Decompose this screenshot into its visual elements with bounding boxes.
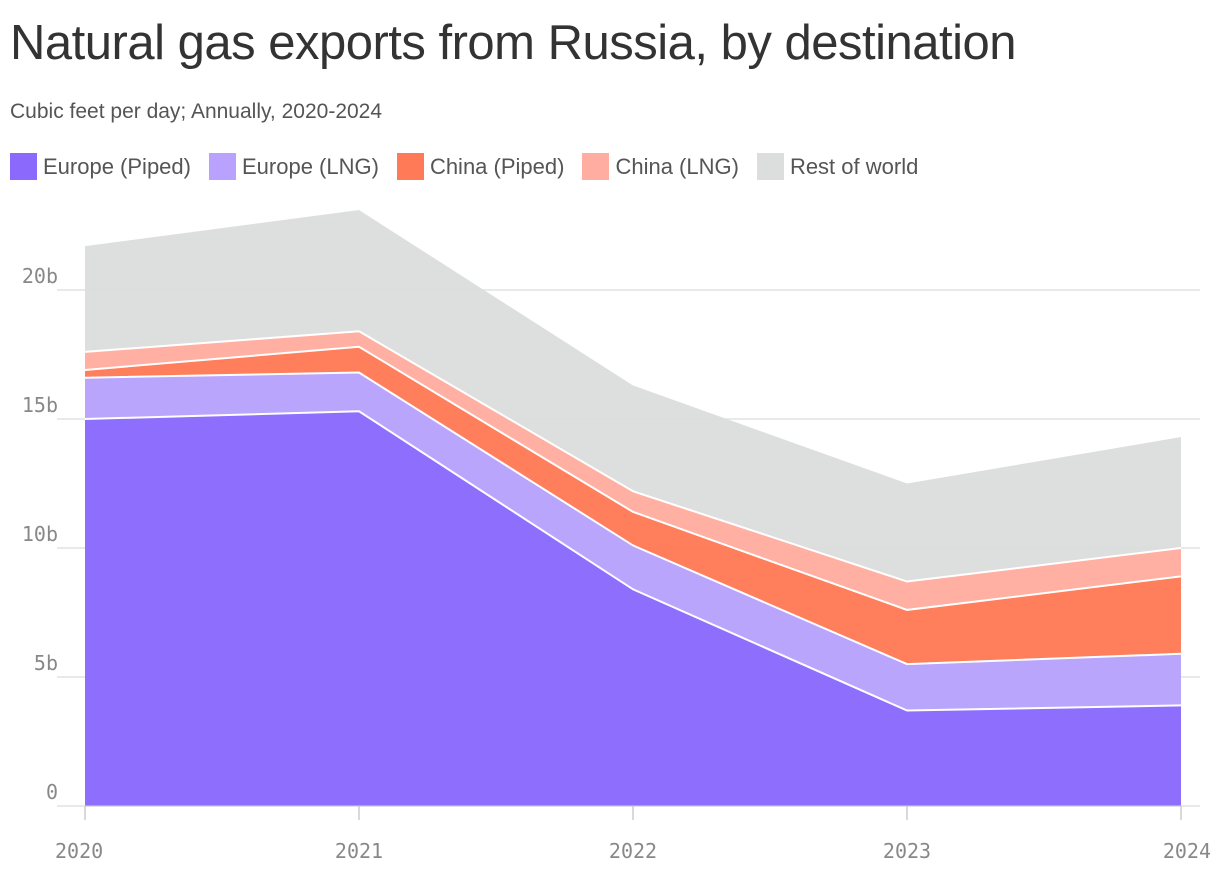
series-boundary-line xyxy=(84,330,1182,583)
legend-swatch xyxy=(208,153,236,180)
series-boundary-line xyxy=(84,410,1182,712)
series-boundary-line xyxy=(84,345,1182,611)
legend-swatch xyxy=(396,153,424,180)
y-tick-label: 0 xyxy=(46,780,58,804)
legend: Europe (Piped) Europe (LNG) China (Piped… xyxy=(10,153,936,180)
legend-label: China (LNG) xyxy=(615,153,739,179)
y-tick-label: 20b xyxy=(22,264,58,288)
area-china-lng xyxy=(85,331,1181,610)
y-tick-label: 5b xyxy=(34,651,58,675)
legend-label: Rest of world xyxy=(789,153,919,179)
legend-swatch xyxy=(582,153,610,180)
legend-item-china-lng: China (LNG) xyxy=(582,153,739,180)
legend-item-china-piped: China (Piped) xyxy=(396,153,565,180)
series-boundary-line xyxy=(84,371,1182,666)
x-tick-label: 2023 xyxy=(883,839,931,863)
x-tick-label: 2024 xyxy=(1163,839,1211,863)
legend-swatch xyxy=(10,153,37,180)
area-europe-piped xyxy=(85,411,1181,806)
area-china-piped xyxy=(85,346,1181,665)
legend-item-rest-of-world: Rest of world xyxy=(756,153,919,180)
legend-item-europe-piped: Europe (Piped) xyxy=(10,153,191,180)
area-europe-lng xyxy=(85,372,1181,711)
area-rest-of-world xyxy=(85,210,1181,582)
legend-label: Europe (Piped) xyxy=(43,153,191,179)
legend-label: Europe (LNG) xyxy=(241,153,379,179)
x-tick-label: 2021 xyxy=(335,839,383,863)
legend-label: China (Piped) xyxy=(429,153,565,179)
y-tick-label: 10b xyxy=(22,522,58,546)
chart-subtitle: Cubic feet per day; Annually, 2020-2024 xyxy=(10,100,383,123)
y-tick-label: 15b xyxy=(22,393,58,417)
legend-item-europe-lng: Europe (LNG) xyxy=(208,153,379,180)
x-tick-label: 2020 xyxy=(55,839,103,863)
x-tick-label: 2022 xyxy=(609,839,657,863)
chart-title: Natural gas exports from Russia, by dest… xyxy=(10,16,1016,70)
legend-swatch xyxy=(756,153,784,180)
